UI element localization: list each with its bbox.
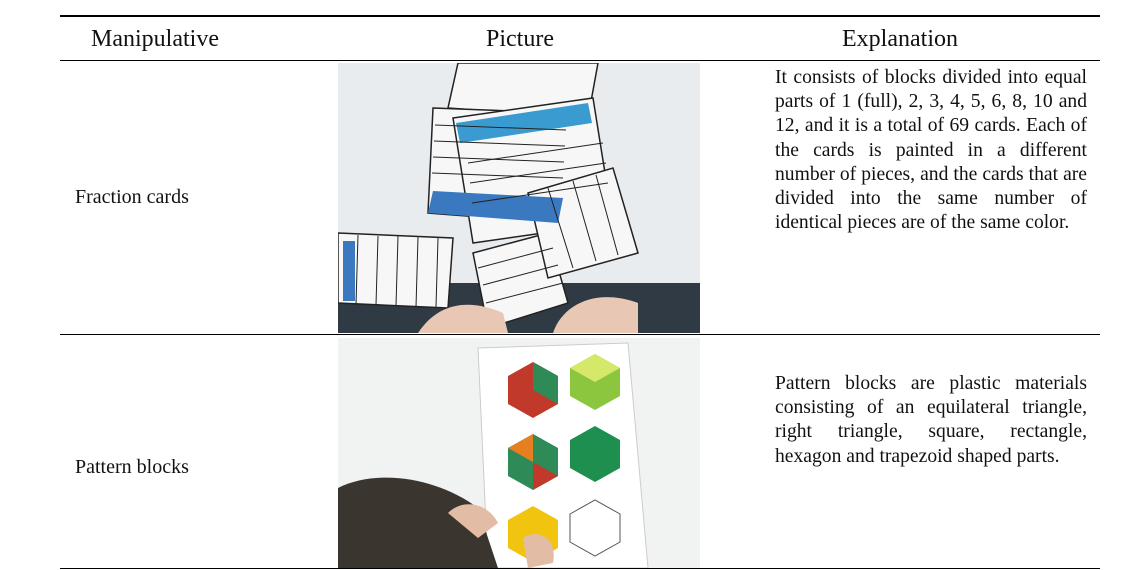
manipulative-name: Fraction cards: [75, 186, 189, 208]
explanation: Pattern blocks are plastic materials con…: [775, 373, 1087, 467]
header-cell: Manipulative: [91, 26, 219, 52]
fraction-cards-photo: [338, 63, 700, 333]
manipulative-name: Pattern blocks: [75, 456, 189, 478]
row-rule: [60, 334, 1100, 335]
top-rule: [60, 15, 1100, 17]
header-cell: Explanation: [842, 26, 958, 52]
explanation: It consists of blocks divided into equal…: [775, 67, 1087, 234]
header-cell: Picture: [486, 26, 554, 52]
bottom-rule: [60, 568, 1100, 569]
header-rule: [60, 60, 1100, 61]
pattern-blocks-photo: [338, 338, 700, 568]
